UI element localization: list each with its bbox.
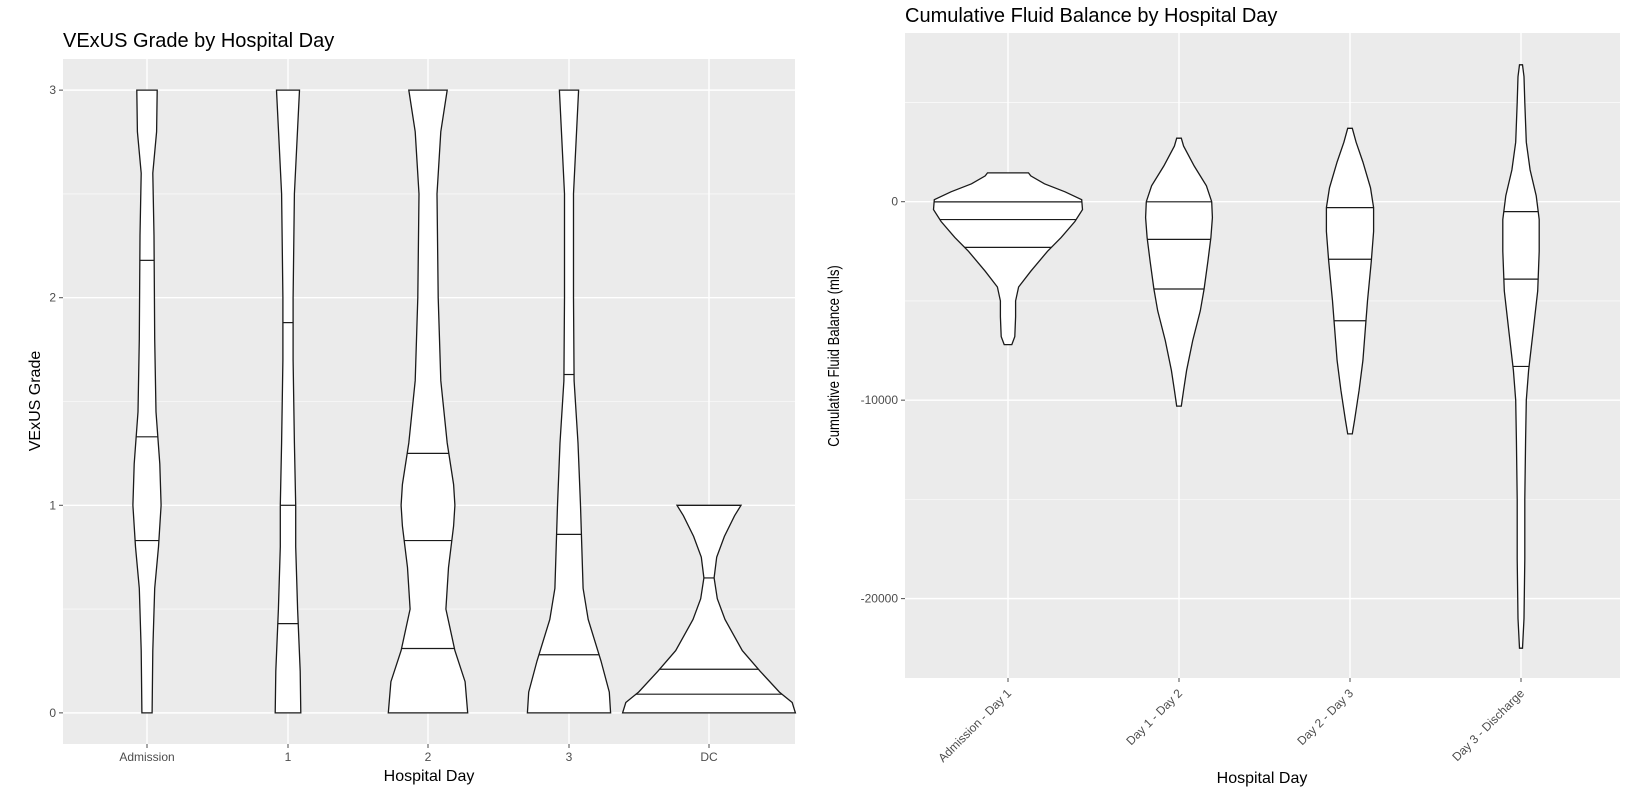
vexus-violin-3 <box>526 89 612 714</box>
fluid-y-tick-label: 0 <box>891 195 898 209</box>
fluid-x-axis-title: Hospital Day <box>1217 770 1308 787</box>
fluid-x-tick-label: Admission - Day 1 <box>935 686 1014 765</box>
vexus-grade-chart: VExUS Grade by Hospital Day 0 1 2 3 Admissio… <box>27 30 797 785</box>
vexus-x-axis-title: Hospital Day <box>384 768 475 785</box>
fluid-plot-panel <box>905 33 1620 678</box>
vexus-x-tick-label: DC <box>700 750 718 764</box>
vexus-y-tick-label: 3 <box>49 83 56 97</box>
vexus-violin-4 <box>621 504 797 714</box>
fluid-balance-chart: Cumulative Fluid Balance by Hospital Day… <box>826 5 1620 787</box>
vexus-x-tick-label: 3 <box>566 750 573 764</box>
vexus-violin-1 <box>274 89 302 714</box>
fluid-violin-2 <box>1325 127 1375 435</box>
fluid-x-tick-label: Day 2 - Day 3 <box>1294 686 1356 748</box>
vexus-x-tick-label: Admission <box>119 750 174 764</box>
fluid-violin-0 <box>932 172 1084 346</box>
vexus-y-tick-label: 1 <box>49 498 56 512</box>
vexus-violin-2 <box>387 89 469 714</box>
vexus-x-tick-label: 1 <box>285 750 292 764</box>
fluid-y-tick-label: -10000 <box>861 393 899 407</box>
vexus-y-tick-label: 2 <box>49 291 56 305</box>
fluid-x-tick-label: Day 1 - Day 2 <box>1123 686 1185 748</box>
vexus-chart-title: VExUS Grade by Hospital Day <box>63 30 334 52</box>
vexus-y-tick-label: 0 <box>49 706 56 720</box>
vexus-x-tick-label: 2 <box>425 750 432 764</box>
fluid-violin-3 <box>1502 64 1540 649</box>
fluid-chart-title: Cumulative Fluid Balance by Hospital Day <box>905 5 1277 27</box>
fluid-y-tick-label: -20000 <box>861 592 899 606</box>
fluid-x-tick-label: Day 3 - Discharge <box>1449 686 1527 764</box>
vexus-violin-0 <box>132 89 162 714</box>
fluid-violin-1 <box>1144 137 1214 407</box>
fluid-y-axis-title: Cumulative Fluid Balance (mls) <box>826 265 843 446</box>
vexus-y-axis-title: VExUS Grade <box>27 351 44 452</box>
